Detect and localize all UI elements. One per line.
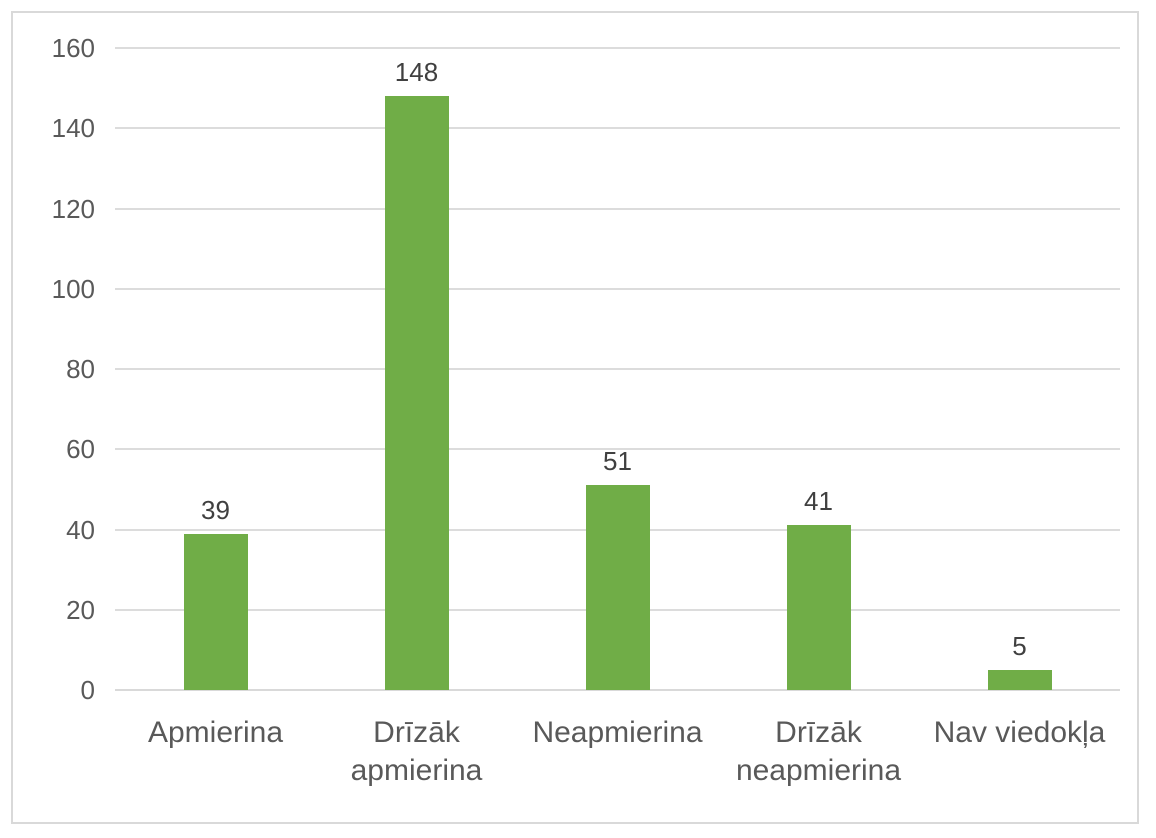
bar	[384, 96, 449, 690]
y-tick-label: 100	[51, 273, 95, 304]
x-category-label: Nav viedokļa	[933, 716, 1106, 749]
y-tick-label: 140	[51, 113, 95, 144]
gridline	[115, 368, 1120, 370]
y-tick-label: 40	[66, 514, 95, 545]
bar-value-label: 39	[201, 494, 230, 525]
x-category-label: Neapmierina	[532, 716, 703, 749]
y-tick-label: 160	[51, 33, 95, 63]
y-tick-label: 60	[66, 434, 95, 465]
bar-value-label: 51	[603, 446, 632, 477]
gridline	[115, 127, 1120, 130]
gridline	[115, 287, 1120, 290]
y-tick-label: 120	[51, 193, 95, 224]
x-axis-line	[115, 689, 1120, 691]
gridline	[115, 448, 1120, 451]
bar-value-label: 5	[1012, 630, 1027, 661]
y-tick-label: 80	[66, 354, 95, 384]
x-category-label: Drīzāk neapmierina	[735, 716, 902, 787]
y-tick-label: 20	[66, 594, 95, 625]
bar	[183, 533, 248, 690]
y-tick-label: 0	[80, 675, 95, 705]
bar-value-label: 41	[804, 486, 833, 517]
bar	[585, 485, 650, 690]
bar-value-label: 148	[394, 57, 439, 88]
x-category-label: Apmierina	[147, 716, 284, 749]
gridline	[115, 47, 1120, 49]
bar	[786, 525, 851, 690]
gridline	[115, 207, 1120, 210]
bar	[987, 669, 1052, 690]
x-category-label: Drīzāk apmierina	[350, 716, 483, 787]
